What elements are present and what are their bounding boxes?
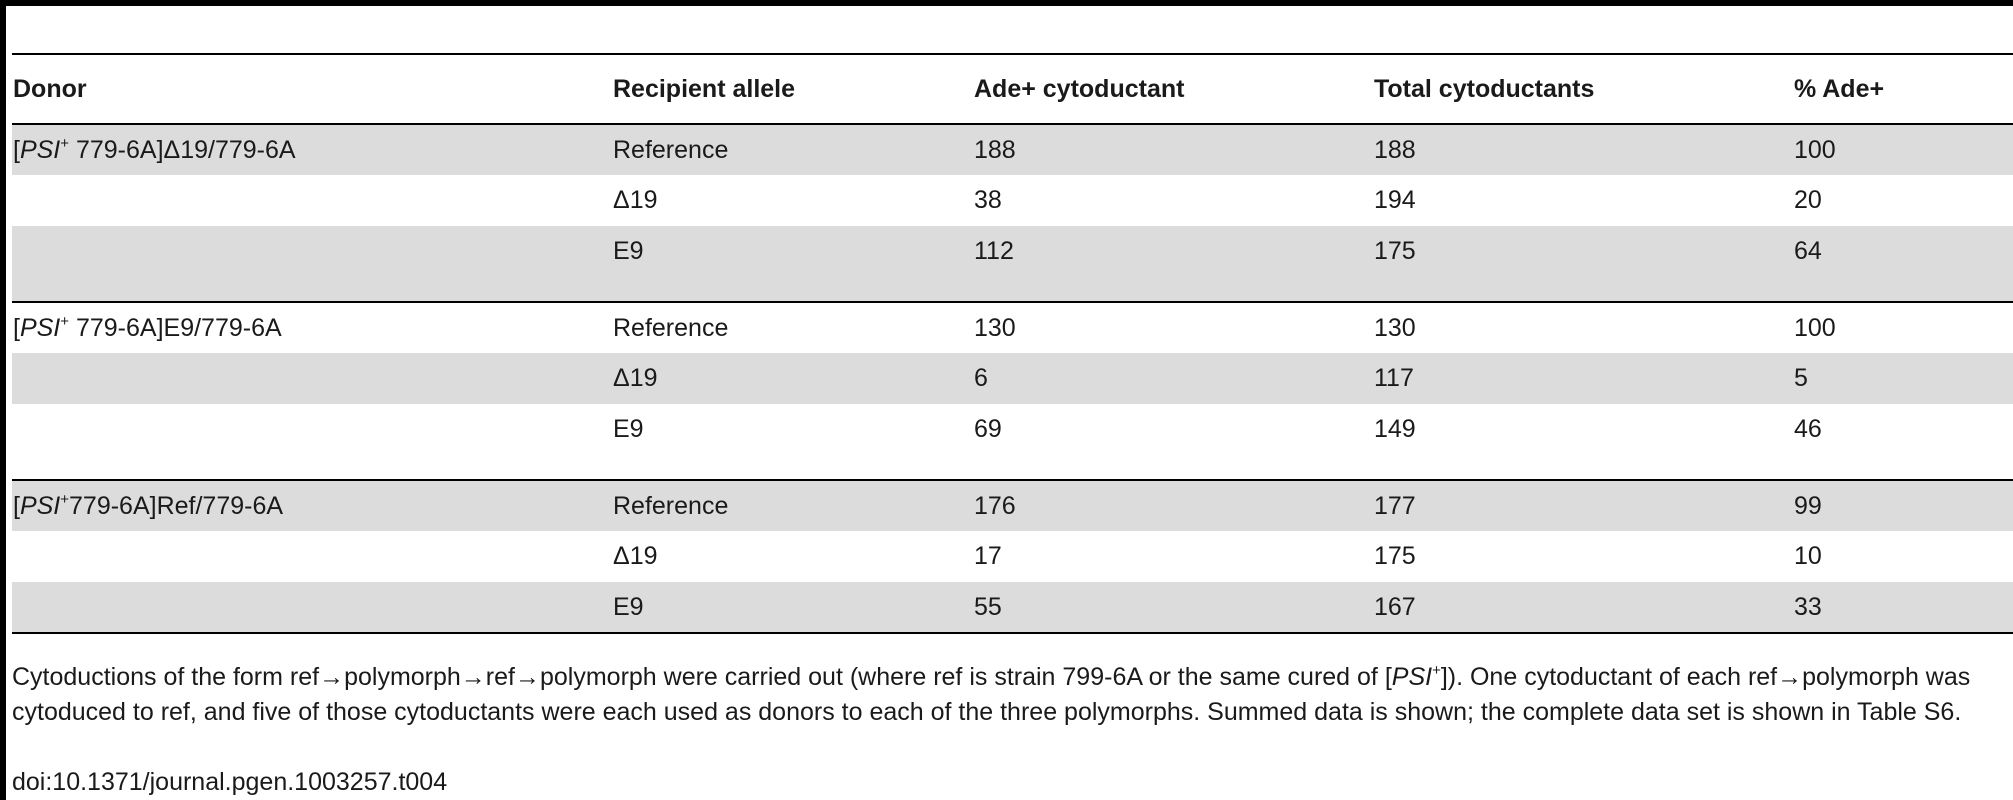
table-row: [PSI+ 779-6A]Δ19/779-6A Reference 188 18… <box>12 124 2013 175</box>
group-spacer <box>12 277 2013 302</box>
pct-cell: 20 <box>1794 186 1822 214</box>
table-row: Δ19 17 175 10 <box>12 531 2013 582</box>
table-row: Δ19 38 194 20 <box>12 175 2013 226</box>
data-table: Donor Recipient allele Ade+ cytoductant … <box>12 53 2013 634</box>
total-cell: 175 <box>1374 542 1416 570</box>
allele-cell: Δ19 <box>613 542 658 570</box>
allele-cell: Reference <box>612 480 973 531</box>
ade-cell: 6 <box>973 353 1373 404</box>
table-row: Δ19 6 117 5 <box>12 353 2013 404</box>
pct-cell: 33 <box>1793 582 2013 633</box>
donor-cell: [PSI+779-6A]Ref/779-6A <box>12 480 612 531</box>
total-cell: 130 <box>1374 313 1416 342</box>
total-cell: 167 <box>1373 582 1793 633</box>
header-recipient-allele: Recipient allele <box>613 74 796 103</box>
pct-cell: 46 <box>1794 415 1822 443</box>
header-pct-ade: % Ade+ <box>1794 74 1885 103</box>
total-cell: 149 <box>1374 415 1416 443</box>
table-row: [PSI+779-6A]Ref/779-6A Reference 176 177… <box>12 480 2013 531</box>
ade-cell: 130 <box>974 313 1016 342</box>
donor-cell: [PSI+ 779-6A]E9/779-6A <box>13 312 282 342</box>
header-row: Donor Recipient allele Ade+ cytoductant … <box>12 54 2013 124</box>
total-cell: 175 <box>1373 226 1793 277</box>
ade-cell: 38 <box>974 186 1002 214</box>
allele-cell: E9 <box>613 415 644 443</box>
header-total-cytoductants: Total cytoductants <box>1374 74 1595 103</box>
ade-cell: 176 <box>973 480 1373 531</box>
donor-cell <box>12 226 612 277</box>
donor-cell <box>12 582 612 633</box>
group-spacer <box>12 455 2013 480</box>
table-footnote: Cytoductions of the form ref→polymorph→r… <box>12 662 1971 726</box>
header-donor: Donor <box>13 74 87 103</box>
table-row: E9 55 167 33 <box>12 582 2013 633</box>
total-cell: 177 <box>1373 480 1793 531</box>
ade-cell: 188 <box>973 124 1373 175</box>
allele-cell: Reference <box>613 313 729 342</box>
doi-text: doi:10.1371/journal.pgen.1003257.t004 <box>12 768 448 796</box>
pct-cell: 5 <box>1793 353 2013 404</box>
left-rule <box>0 0 6 800</box>
pct-cell: 100 <box>1793 124 2013 175</box>
table-row: E9 69 149 46 <box>12 404 2013 455</box>
pct-cell: 100 <box>1794 313 1836 342</box>
allele-cell: Reference <box>612 124 973 175</box>
total-cell: 188 <box>1373 124 1793 175</box>
data-table-container: Donor Recipient allele Ade+ cytoductant … <box>12 53 2013 634</box>
ade-cell: 55 <box>973 582 1373 633</box>
total-cell: 194 <box>1374 186 1416 214</box>
ade-cell: 69 <box>974 415 1002 443</box>
donor-cell <box>12 531 612 582</box>
allele-cell: Δ19 <box>612 353 973 404</box>
header-ade-cytoductant: Ade+ cytoductant <box>974 74 1185 103</box>
donor-cell: [PSI+ 779-6A]Δ19/779-6A <box>12 124 612 175</box>
allele-cell: Δ19 <box>613 186 658 214</box>
donor-cell <box>12 404 612 455</box>
allele-cell: E9 <box>612 582 973 633</box>
allele-cell: E9 <box>612 226 973 277</box>
ade-cell: 112 <box>973 226 1373 277</box>
pct-cell: 10 <box>1794 542 1822 570</box>
table-row: E9 112 175 64 <box>12 226 2013 277</box>
donor-cell <box>12 175 612 226</box>
donor-cell <box>12 353 612 404</box>
table-row: [PSI+ 779-6A]E9/779-6A Reference 130 130… <box>12 302 2013 353</box>
total-cell: 117 <box>1373 353 1793 404</box>
ade-cell: 17 <box>974 542 1002 570</box>
pct-cell: 99 <box>1793 480 2013 531</box>
pct-cell: 64 <box>1793 226 2013 277</box>
top-rule <box>0 0 2013 6</box>
